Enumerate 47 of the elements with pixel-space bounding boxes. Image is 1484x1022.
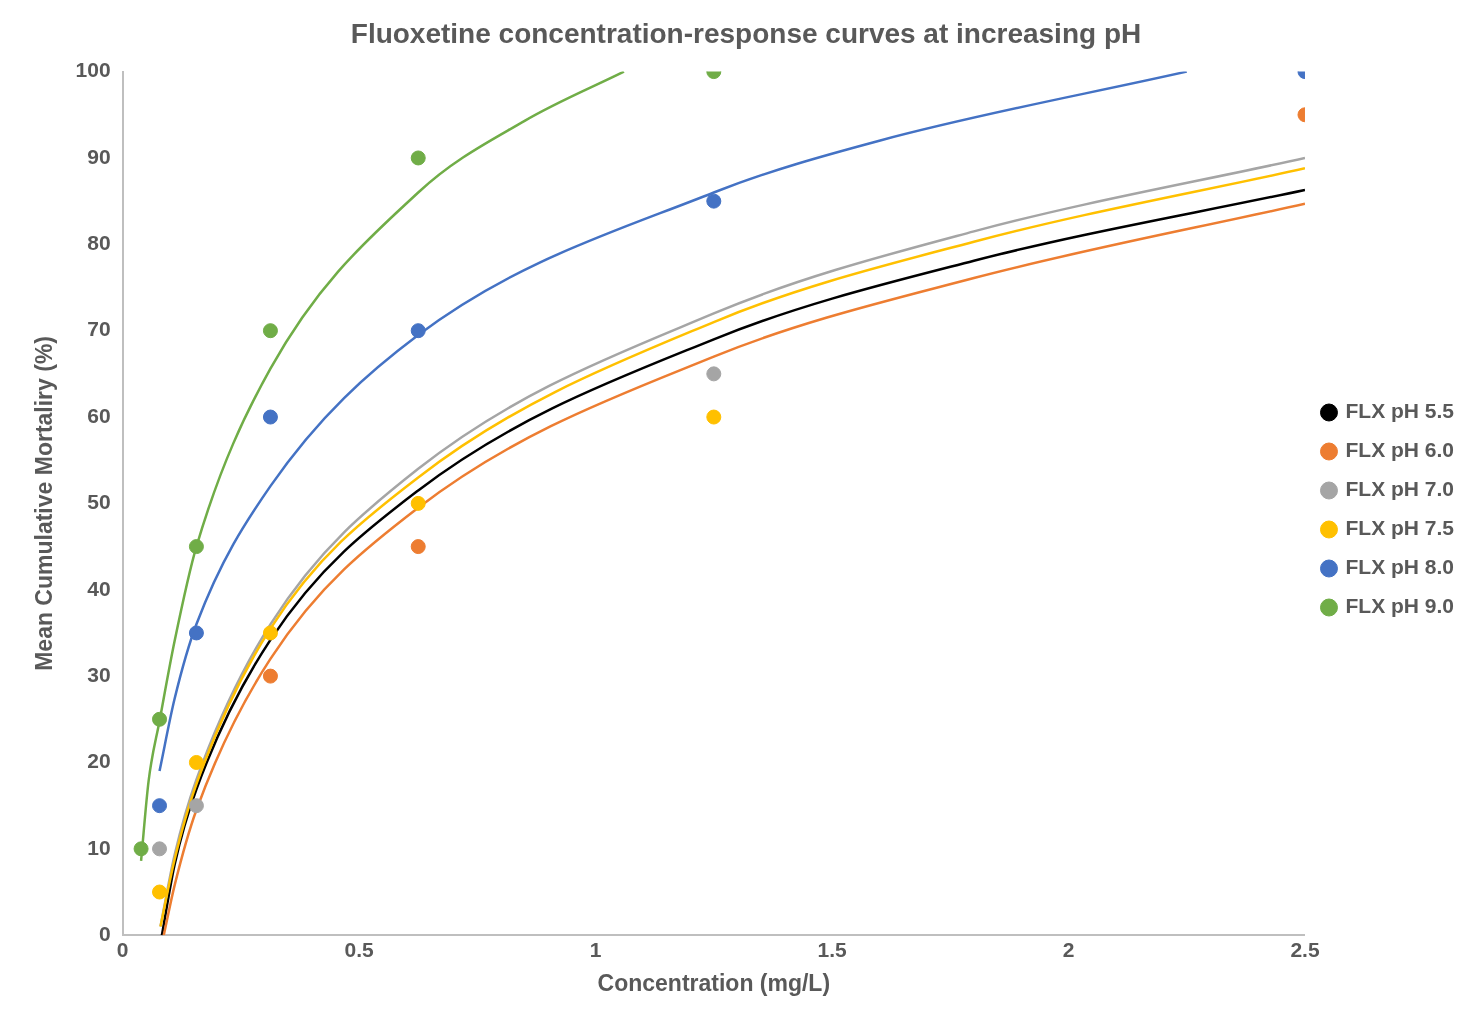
point: [410, 323, 426, 339]
y-tick-label: 100: [75, 58, 111, 82]
point: [188, 539, 204, 555]
point: [152, 711, 168, 727]
x-tick-label: 1.5: [817, 937, 847, 961]
y-tick-label: 90: [87, 144, 111, 168]
point: [262, 625, 278, 641]
legend-label: FLX pH 6.0: [1345, 438, 1455, 462]
chart-title: Fluoxetine concentration-response curves at increasing pH: [350, 17, 1142, 49]
x-tick-label: 2: [1062, 937, 1075, 961]
point: [410, 539, 426, 555]
point: [262, 409, 278, 425]
point: [262, 668, 278, 684]
point: [152, 841, 168, 857]
point: [706, 366, 722, 382]
y-tick-label: 10: [87, 835, 111, 859]
y-tick-label: 40: [87, 576, 111, 600]
point: [133, 841, 149, 857]
x-tick-label: 0: [116, 937, 129, 961]
y-axis-title: Mean Cumulative Mortaliry (%): [31, 335, 58, 671]
y-tick-label: 50: [87, 490, 111, 514]
y-tick-label: 60: [87, 403, 111, 427]
line-series: [158, 71, 1188, 773]
point: [152, 798, 168, 814]
legend-label: FLX pH 7.0: [1345, 477, 1455, 501]
point: [262, 323, 278, 339]
y-tick-label: 30: [87, 662, 111, 686]
y-tick-label: 70: [87, 317, 111, 341]
point: [152, 884, 168, 900]
y-tick-label: 80: [87, 231, 111, 255]
point: [188, 754, 204, 770]
x-tick-label: 1: [589, 937, 602, 961]
x-tick-label: 0.5: [344, 937, 375, 961]
y-tick-label: 0: [98, 922, 111, 945]
point: [188, 625, 204, 641]
legend-label: FLX pH 7.5: [1345, 516, 1455, 540]
point: [706, 409, 722, 425]
point: [706, 193, 722, 209]
point: [410, 150, 426, 166]
x-tick-label: 2.5: [1290, 937, 1320, 961]
legend-label: FLX pH 9.0: [1345, 594, 1455, 618]
y-tick-label: 20: [87, 749, 111, 773]
x-axis-title: Concentration (mg/L): [597, 969, 831, 996]
point: [410, 495, 426, 511]
legend-label: FLX pH 8.0: [1345, 555, 1455, 579]
legend-label: FLX pH 5.5: [1345, 399, 1455, 423]
point: [188, 798, 204, 814]
